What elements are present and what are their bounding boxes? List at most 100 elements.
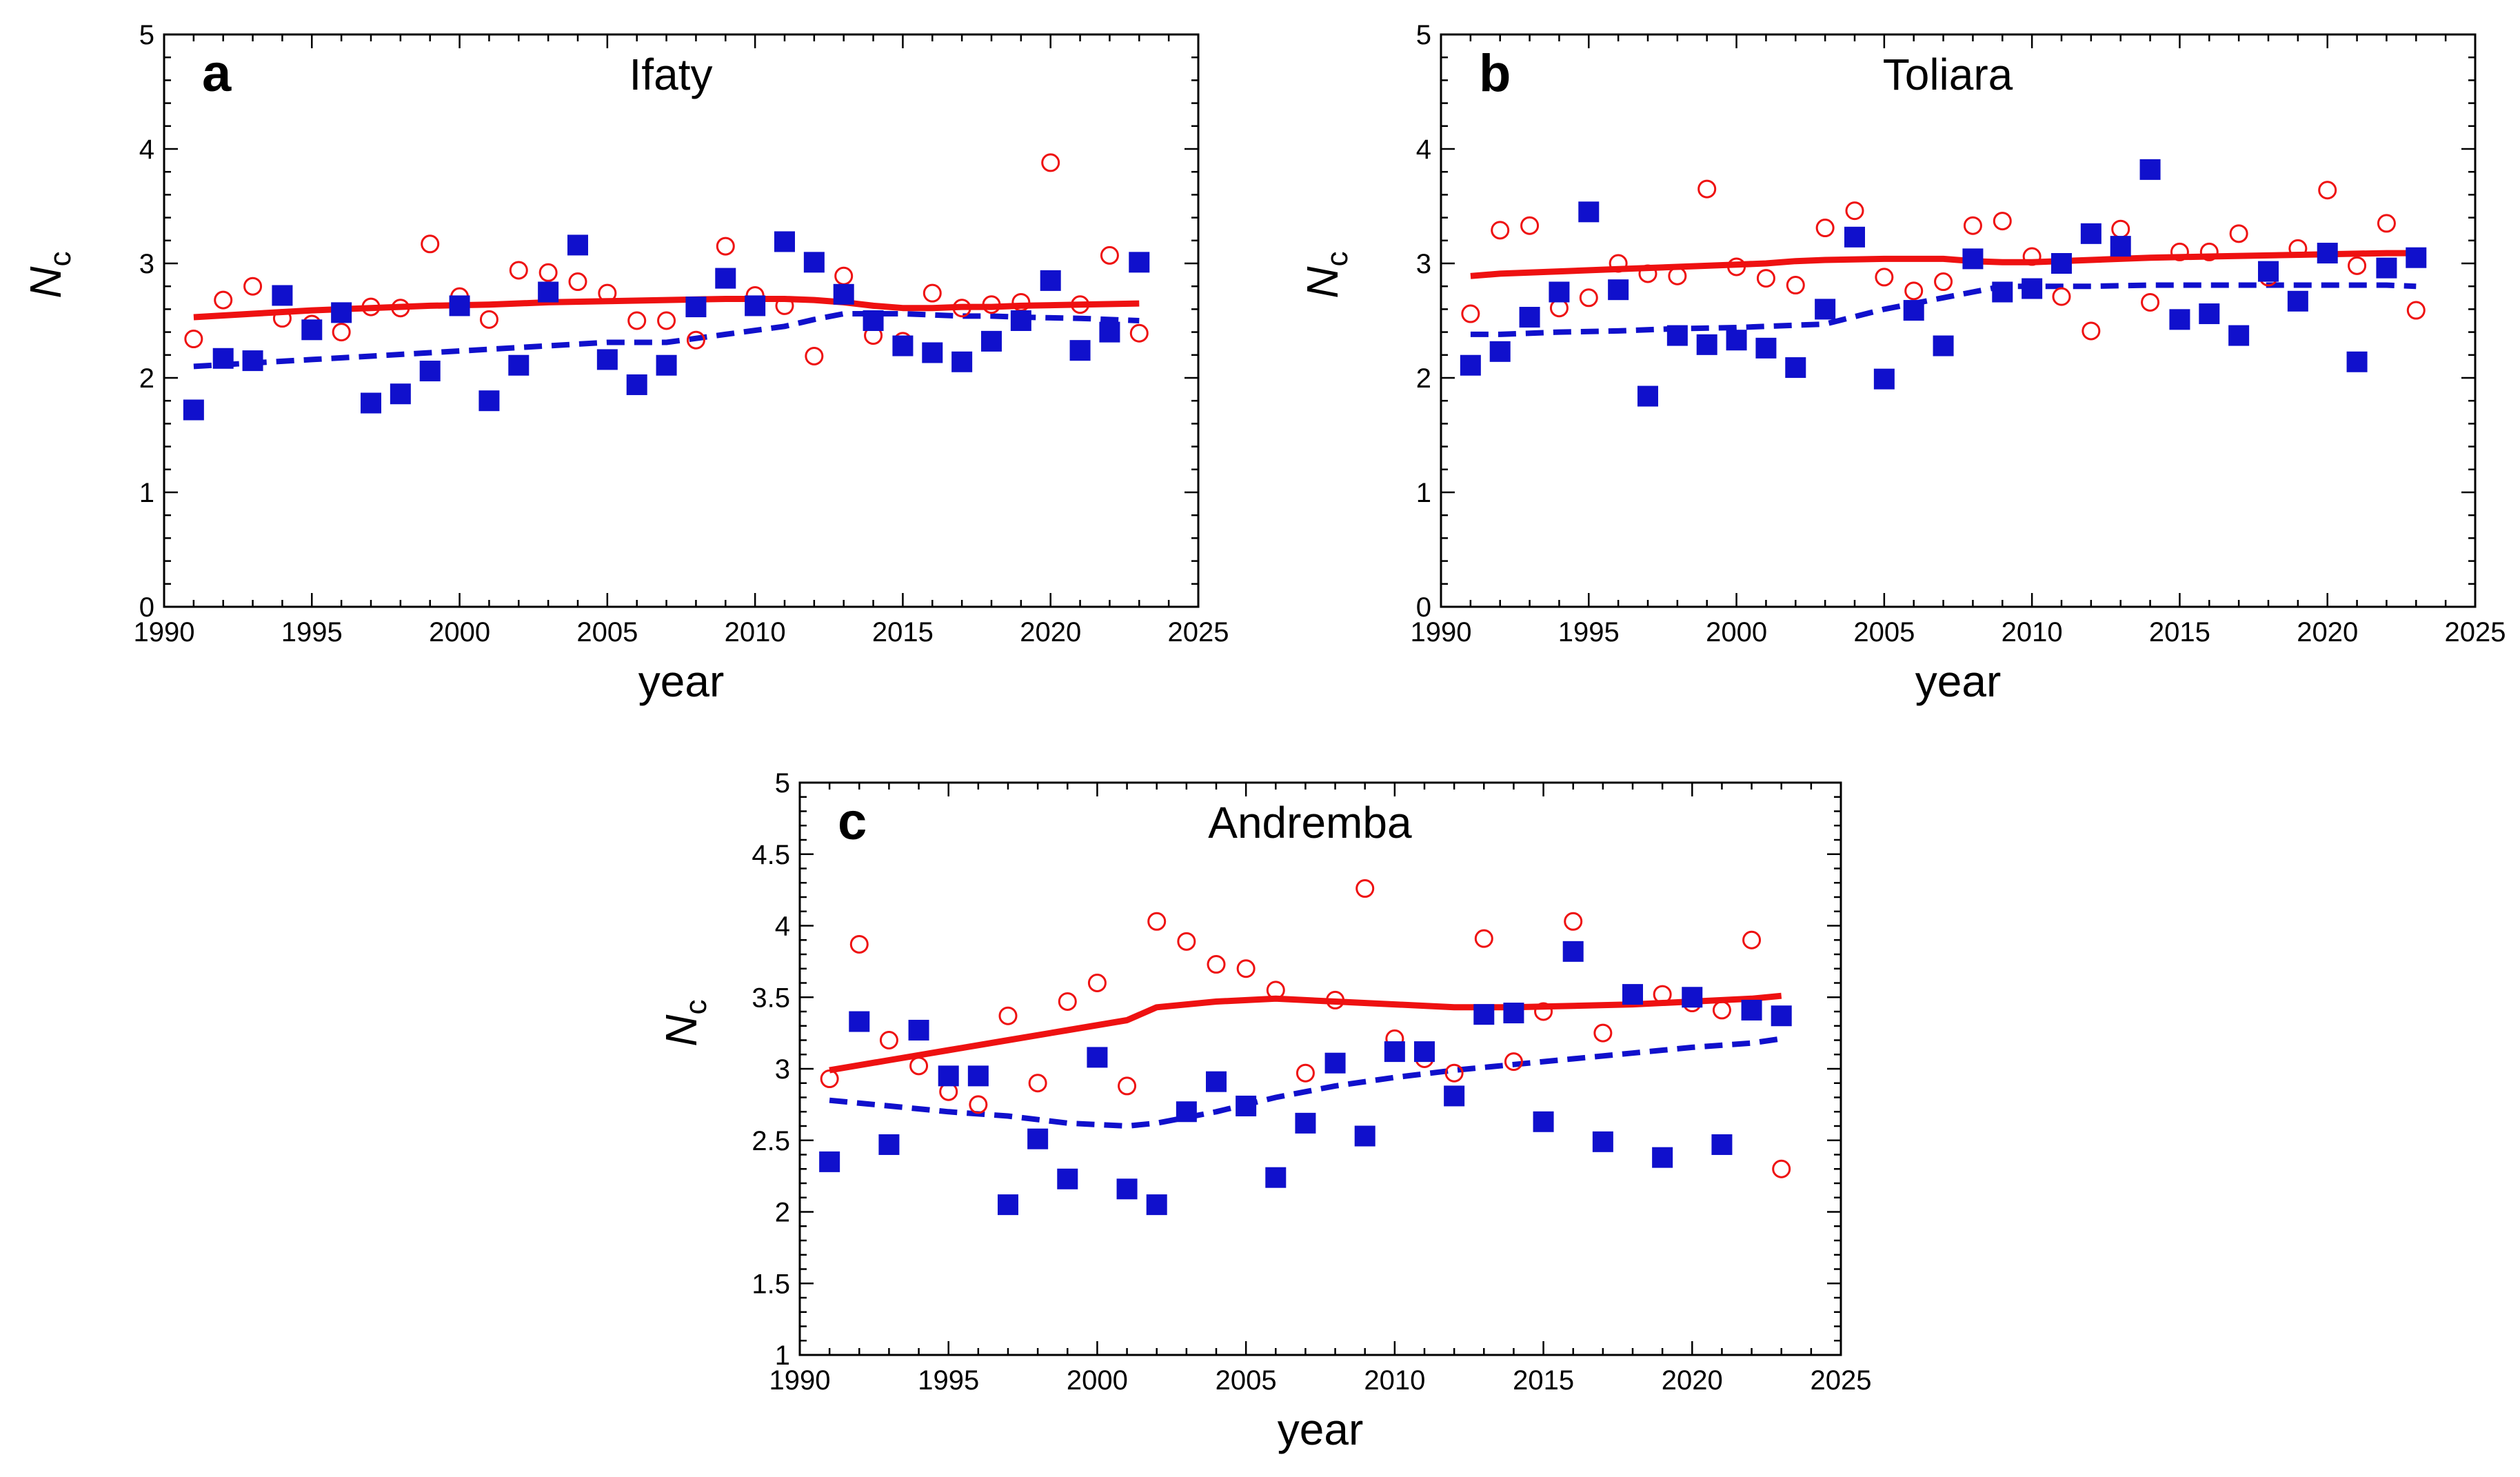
filled-square-point	[849, 1011, 870, 1032]
filled-square-point	[1785, 357, 1806, 379]
filled-square-point	[2022, 278, 2043, 299]
filled-square-point	[1057, 1168, 1078, 1189]
open-circle-point	[1875, 268, 1894, 287]
filled-square-point	[419, 361, 441, 382]
open-circle-point	[1147, 912, 1167, 931]
open-circle-point	[1653, 985, 1672, 1004]
filled-square-point	[745, 295, 766, 316]
y-tick-label: 1	[139, 478, 154, 508]
y-tick-label: 4	[775, 912, 790, 942]
open-circle-point	[1266, 981, 1285, 1000]
filled-square-point	[331, 302, 352, 323]
open-circle-point	[1638, 264, 1657, 283]
open-circle-point	[214, 290, 233, 310]
open-circle-point	[2318, 181, 2337, 200]
filled-square-point	[183, 399, 204, 421]
x-tick-label: 1995	[1558, 617, 1620, 647]
y-tick-label: 5	[775, 768, 790, 798]
filled-square-point	[2080, 223, 2101, 244]
panel-ifaty: 1990 1995 2000 2005 2010 2015 2020 2025 0 1 2 3 4 5 a…	[21, 20, 1229, 706]
x-tick-label: 2000	[1067, 1365, 1128, 1396]
filled-square-point	[1755, 337, 1777, 359]
filled-square-point	[1473, 1004, 1495, 1025]
x-tick-label: 2015	[872, 617, 934, 647]
filled-square-point	[1206, 1071, 1227, 1092]
tick-labels: 1990 1995 2000 2005 2010 2015 2020 2025 1 1.5 2 2.5…	[752, 768, 1871, 1396]
x-tick-label: 2010	[1364, 1365, 1425, 1396]
x-tick-label: 1995	[918, 1365, 979, 1396]
y-axis-label-sub: c	[43, 251, 77, 266]
x-tick-label: 2000	[1706, 617, 1767, 647]
filled-square-point	[1622, 984, 1643, 1005]
open-circle-point	[1236, 959, 1256, 978]
x-tick-label: 1995	[281, 617, 343, 647]
y-tick-label: 0	[139, 592, 154, 623]
open-circle-point	[686, 330, 705, 350]
open-circle-point	[509, 261, 528, 280]
y-axis-label-main: N	[1298, 266, 1347, 299]
filled-square-point	[1519, 307, 1540, 328]
tick-labels: 1990 1995 2000 2005 2010 2015 2020 2025 0 1 2 3 4 5	[134, 20, 1229, 647]
open-circle-point	[1815, 219, 1835, 238]
filled-square-point	[1696, 334, 1717, 355]
filled-square-point	[1903, 300, 1924, 321]
open-circle-point	[1028, 1074, 1047, 1093]
panel-letter: b	[1479, 44, 1511, 103]
open-circle-point	[184, 330, 203, 349]
filled-square-point	[361, 392, 381, 414]
y-tick-label: 2	[1416, 363, 1431, 394]
dashed-trend-line	[829, 1036, 1782, 1129]
x-tick-label: 2025	[2445, 617, 2506, 647]
open-circle-point	[1326, 990, 1345, 1009]
open-circle-point	[952, 299, 971, 318]
filled-square-point	[938, 1065, 959, 1087]
filled-square-point	[1844, 226, 1865, 248]
filled-square-point	[272, 285, 293, 306]
open-circle-point	[627, 311, 647, 330]
filled-square-point	[1549, 281, 1570, 303]
open-circle-point	[1845, 201, 1864, 221]
open-circle-point	[272, 309, 292, 328]
panel-andremba: 1990 1995 2000 2005 2010 2015 2020 2025 1 1.5 2 2.5…	[656, 768, 1871, 1454]
filled-square-point	[685, 297, 707, 318]
filled-square-point	[626, 374, 647, 395]
open-circle-point	[1355, 879, 1375, 898]
filled-square-point	[212, 348, 234, 369]
filled-square-point	[1726, 330, 1747, 351]
filled-square-point	[967, 1065, 989, 1087]
open-circle-point	[2348, 256, 2367, 275]
y-tick-label: 5	[1416, 20, 1431, 50]
open-circle-point	[1129, 323, 1149, 343]
open-circle-point	[1934, 272, 1953, 292]
trend-lines	[193, 296, 1140, 370]
panel-title: Ifaty	[629, 50, 713, 99]
filled-square-point	[1444, 1085, 1465, 1107]
y-tick-label: 1.5	[752, 1269, 790, 1299]
open-circle-point	[1593, 1023, 1613, 1043]
filled-square-point	[2317, 243, 2338, 264]
filled-square-point	[242, 350, 263, 372]
filled-square-point	[2406, 247, 2427, 268]
filled-square-point	[2376, 257, 2397, 279]
data-markers	[183, 153, 1150, 421]
open-circle-point	[969, 1095, 988, 1114]
x-tick-label: 2010	[725, 617, 786, 647]
open-circle-point	[1100, 245, 1119, 265]
filled-square-point	[1414, 1041, 1435, 1063]
x-tick-label: 1990	[1411, 617, 1472, 647]
open-circle-point	[2229, 224, 2248, 243]
filled-square-point	[1460, 354, 1481, 376]
open-circle-point	[391, 299, 410, 318]
filled-square-point	[1265, 1167, 1287, 1188]
open-circle-point	[1491, 221, 1510, 240]
plot-frame	[1440, 33, 2477, 608]
panel-letter: a	[202, 44, 232, 103]
open-circle-point	[1772, 1159, 1791, 1178]
open-circle-point	[1786, 276, 1805, 295]
filled-square-point	[1992, 281, 2013, 303]
filled-square-point	[1771, 1005, 1792, 1027]
y-tick-label: 0	[1416, 592, 1431, 623]
filled-square-point	[1176, 1101, 1197, 1123]
